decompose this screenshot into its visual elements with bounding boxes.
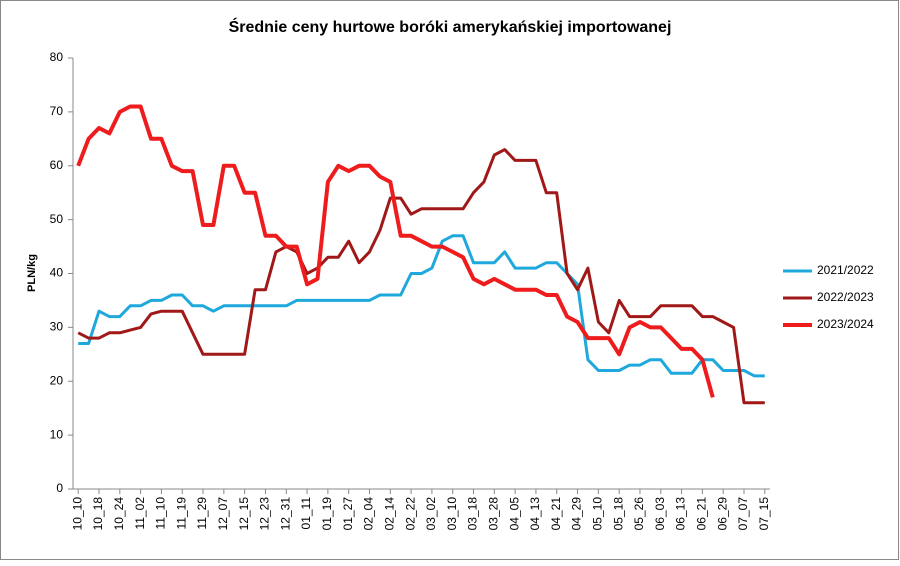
x-tick-label: 11_02: [133, 497, 147, 530]
x-tick-label: 07_07: [736, 497, 750, 531]
x-tick-label: 04_21: [549, 497, 563, 531]
series-line: [77, 148, 765, 405]
y-tick-label: 70: [50, 104, 64, 118]
x-tick-label: 11_29: [195, 497, 209, 530]
x-tick-label: 06_13: [674, 497, 688, 531]
x-tick-label: 05_10: [591, 497, 605, 531]
x-tick-label: 10_18: [91, 497, 105, 531]
x-tick-label: 04_05: [507, 497, 521, 531]
y-tick-label: 80: [50, 50, 64, 64]
legend-label: 2021/2022: [817, 263, 874, 277]
y-tick-label: 10: [50, 427, 64, 441]
x-tick-label: 07_15: [757, 497, 771, 531]
legend-label: 2023/2024: [817, 317, 874, 331]
y-tick-label: 0: [56, 481, 63, 495]
x-tick-label: 01_11: [299, 497, 313, 530]
x-tick-label: 02_22: [403, 497, 417, 531]
x-tick-label: 10_10: [70, 497, 84, 531]
x-tick-label: 03_02: [424, 497, 438, 531]
x-tick-label: 06_29: [715, 497, 729, 531]
y-tick-label: 30: [50, 320, 64, 334]
x-tick-label: 01_19: [320, 497, 334, 531]
y-tick-label: 60: [50, 158, 64, 172]
series-line: [78, 234, 765, 378]
x-tick-label: 12_23: [258, 497, 272, 531]
x-tick-label: 01_27: [341, 497, 355, 531]
x-tick-label: 10_24: [112, 497, 126, 531]
y-tick-label: 40: [50, 266, 64, 280]
x-tick-label: 04_13: [528, 497, 542, 531]
x-tick-label: 03_28: [486, 497, 500, 531]
legend-label: 2022/2023: [817, 290, 874, 304]
y-tick-label: 50: [50, 212, 64, 226]
x-tick-label: 06_03: [653, 497, 667, 531]
y-tick-label: 20: [50, 373, 64, 387]
x-tick-label: 03_10: [445, 497, 459, 531]
series-line: [76, 104, 715, 398]
x-tick-label: 11_10: [154, 497, 168, 530]
x-tick-label: 05_26: [632, 497, 646, 531]
x-tick-label: 02_14: [382, 497, 396, 531]
x-tick-label: 03_18: [466, 497, 480, 531]
x-tick-label: 05_18: [611, 497, 625, 531]
chart-title: Średnie ceny hurtowe boróki amerykańskie…: [229, 17, 672, 36]
x-tick-label: 12_15: [237, 497, 251, 531]
x-tick-label: 04_29: [570, 497, 584, 531]
x-tick-label: 02_04: [362, 497, 376, 531]
x-tick-label: 11_19: [174, 497, 188, 530]
y-axis-label: PLN/kg: [26, 254, 38, 292]
x-tick-label: 12_31: [278, 497, 292, 531]
x-tick-label: 06_21: [695, 497, 709, 531]
x-tick-label: 12_07: [216, 497, 230, 531]
